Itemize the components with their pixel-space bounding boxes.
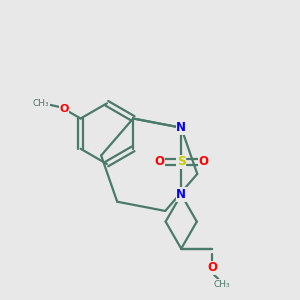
Text: O: O [59,104,69,114]
Text: O: O [199,155,208,168]
Text: CH₃: CH₃ [213,280,230,289]
Text: CH₃: CH₃ [32,99,49,108]
Text: S: S [177,155,186,168]
Text: N: N [176,121,186,134]
Text: N: N [176,188,186,201]
Text: O: O [154,155,164,168]
Text: O: O [207,262,218,275]
